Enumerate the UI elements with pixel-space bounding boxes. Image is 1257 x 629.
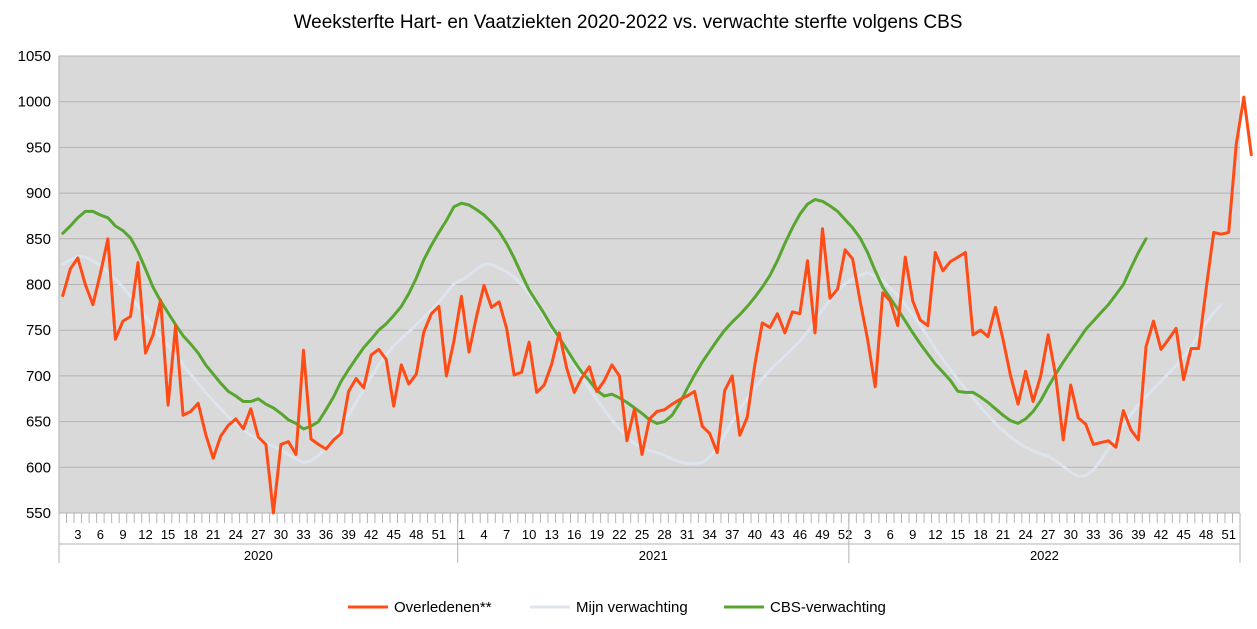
y-tick-label: 1050 (18, 48, 51, 65)
x-tick-label: 18 (183, 527, 197, 542)
x-tick-label: 21 (206, 527, 220, 542)
chart-title: Weeksterfte Hart- en Vaatziekten 2020-20… (294, 12, 963, 33)
legend: Overledenen** Mijn verwachting CBS-verwach… (348, 599, 886, 616)
x-tick-label: 45 (387, 527, 401, 542)
x-tick-label: 6 (97, 527, 104, 542)
y-tick-label: 700 (26, 368, 51, 385)
y-tick-label: 600 (26, 459, 51, 476)
y-axis: 550 600 650 700 750 800 850 900 950 1000 1050 (18, 48, 60, 563)
y-tick-label: 800 (26, 277, 51, 294)
x-tick-label: 24 (1018, 527, 1032, 542)
x-tick-label: 30 (1064, 527, 1078, 542)
x-tick-label: 42 (1154, 527, 1168, 542)
y-tick-label: 750 (26, 322, 51, 339)
x-tick-label: 4 (480, 527, 487, 542)
x-tick-label: 9 (909, 527, 916, 542)
x-tick-label: 43 (770, 527, 784, 542)
x-tick-label: 27 (1041, 527, 1055, 542)
y-tick-label: 650 (26, 414, 51, 431)
legend-label-2: CBS-verwachting (770, 599, 886, 616)
x-tick-label: 9 (119, 527, 126, 542)
year-label: 2020 (244, 548, 273, 563)
x-tick-label: 33 (1086, 527, 1100, 542)
x-tick-label: 48 (1199, 527, 1213, 542)
x-tick-label: 52 (838, 527, 852, 542)
x-tick-label: 31 (680, 527, 694, 542)
x-tick-label: 25 (635, 527, 649, 542)
x-tick-label: 36 (319, 527, 333, 542)
x-tick-label: 12 (138, 527, 152, 542)
x-tick-label: 24 (229, 527, 243, 542)
x-tick-label: 15 (161, 527, 175, 542)
x-tick-label: 33 (296, 527, 310, 542)
year-label: 2022 (1030, 548, 1059, 563)
y-tick-label: 1000 (18, 94, 51, 111)
x-tick-label: 13 (544, 527, 558, 542)
x-tick-label: 27 (251, 527, 265, 542)
year-label: 2021 (639, 548, 668, 563)
x-tick-label: 42 (364, 527, 378, 542)
x-tick-label: 49 (815, 527, 829, 542)
x-tick-label: 28 (657, 527, 671, 542)
legend-label-0: Overledenen** (394, 599, 492, 616)
x-tick-label: 19 (590, 527, 604, 542)
x-tick-label: 34 (702, 527, 716, 542)
y-tick-label: 550 (26, 505, 51, 522)
series-line-2 (61, 198, 1148, 431)
x-tick-label: 51 (432, 527, 446, 542)
y-tick-label: 900 (26, 185, 51, 202)
x-tick-label: 7 (503, 527, 510, 542)
x-tick-label: 10 (522, 527, 536, 542)
x-tick-label: 16 (567, 527, 581, 542)
series-lines (61, 95, 1253, 515)
x-tick-label: 37 (725, 527, 739, 542)
x-tick-label: 3 (864, 527, 871, 542)
x-tick-label: 36 (1109, 527, 1123, 542)
x-tick-label: 21 (996, 527, 1010, 542)
x-tick-label: 45 (1176, 527, 1190, 542)
x-tick-label: 51 (1221, 527, 1235, 542)
legend-label-1: Mijn verwachting (576, 599, 688, 616)
x-tick-label: 40 (748, 527, 762, 542)
x-tick-label: 12 (928, 527, 942, 542)
x-tick-label: 30 (274, 527, 288, 542)
x-tick-label: 15 (951, 527, 965, 542)
x-tick-label: 39 (341, 527, 355, 542)
x-tick-label: 6 (887, 527, 894, 542)
y-tick-label: 850 (26, 231, 51, 248)
x-tick-label: 3 (74, 527, 81, 542)
x-tick-label: 18 (973, 527, 987, 542)
x-tick-label: 48 (409, 527, 423, 542)
x-tick-label: 39 (1131, 527, 1145, 542)
series-line-0 (61, 95, 1253, 515)
x-tick-label: 1 (458, 527, 465, 542)
y-tick-label: 950 (26, 139, 51, 156)
x-tick-label: 46 (793, 527, 807, 542)
x-tick-label: 22 (612, 527, 626, 542)
